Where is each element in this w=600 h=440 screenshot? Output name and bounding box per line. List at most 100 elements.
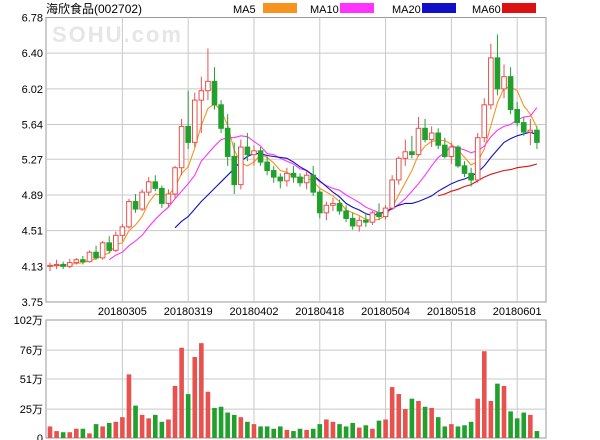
candle-body [297,176,303,184]
candle-body [422,127,428,141]
candle-up [284,167,290,187]
volume-bar [495,383,500,438]
candle-down [244,132,251,162]
volume-bar [245,421,250,438]
candle-body [264,161,270,172]
volume-bars [47,343,540,438]
volume-bar [225,412,230,438]
volume-bar [376,420,382,438]
candle-body [389,179,395,209]
volume-bar [67,432,73,438]
candle-body [277,176,284,182]
volume-bar [80,428,86,438]
price-panel: 6.78 6.40 6.02 5.64 5.27 4.89 4.51 4.13 3.75 201… [22,13,547,318]
candle-up [474,132,481,183]
candle-body [488,57,494,106]
candle-down [224,114,231,166]
volume-bar [383,419,388,438]
candle-up [527,118,534,146]
candle-down [455,145,461,168]
candle-down [442,137,448,159]
volume-bar [337,424,342,438]
candle-body [481,104,488,139]
candle-up [415,117,422,157]
candle-body [165,193,172,204]
candle-down [80,255,86,265]
volume-bar [179,347,184,438]
candle-down [152,175,159,192]
candle-body [316,191,323,214]
volume-bar [508,411,513,438]
volume-bar [370,428,375,438]
volume-bar [212,407,217,438]
watermark: SOHU.com [52,22,183,47]
candle-down [507,67,514,115]
candle-down [270,165,277,183]
candle-down [231,142,238,195]
candle-up [66,258,73,269]
candle-body [152,181,159,189]
volume-bar [258,426,263,438]
candle-body [185,125,191,143]
candle-body [534,129,540,143]
candle-body [113,234,119,251]
candle-up [139,189,145,211]
price-tick-label: 4.51 [22,226,43,238]
candle-up [165,189,172,208]
volume-bar [152,414,158,438]
price-tick-label: 5.64 [22,120,43,132]
candle-body [93,251,99,259]
volume-bar [310,428,316,438]
volume-bar [231,414,237,438]
candle-body [66,262,73,267]
candle-body [409,151,415,156]
volume-tick-label: 76万 [20,345,43,357]
candle-body [290,172,297,178]
candle-up [481,98,488,143]
candle-body [520,122,527,133]
candle-down [310,165,316,196]
volume-bar [291,431,296,438]
price-tick-label: 5.27 [22,154,43,166]
candle-down [60,261,66,270]
candle-up [238,139,244,190]
candle-body [86,251,93,263]
price-tick-label: 3.75 [22,297,43,309]
candle-up [389,175,395,210]
volume-bar [514,418,520,438]
volume-bar [534,431,540,438]
volume-bar [126,374,132,438]
candle-body [514,109,520,124]
candle-down [520,117,527,136]
candle-up [198,76,205,133]
ma60-line [438,163,538,197]
volume-bar [100,426,105,438]
volume-bar [528,414,533,438]
candle-up [178,118,185,176]
volume-bar [435,417,441,438]
candle-body [139,191,145,210]
candle-up [330,197,336,211]
volume-bar [297,428,303,438]
candle-body [231,155,238,186]
price-tick-label: 6.40 [22,48,43,60]
volume-bar [442,426,448,438]
candle-body [132,201,139,210]
volume-bar [106,422,112,438]
candle-body [343,210,349,219]
candle-body [238,146,244,186]
volume-bar [60,432,66,438]
ma10-legend-swatch [340,3,374,13]
volume-bar [113,421,119,438]
chart-title: 海欣食品(002702) [46,1,142,16]
candle-down [514,102,520,127]
candle-down [376,203,382,221]
candle-down [132,194,139,213]
candle-body [178,125,185,169]
candle-up [369,210,376,226]
candle-body [474,137,481,181]
volume-bar [350,422,355,438]
ma20-legend-swatch [422,3,456,13]
volume-tick-label: 51万 [20,374,43,386]
candle-body [99,242,106,259]
